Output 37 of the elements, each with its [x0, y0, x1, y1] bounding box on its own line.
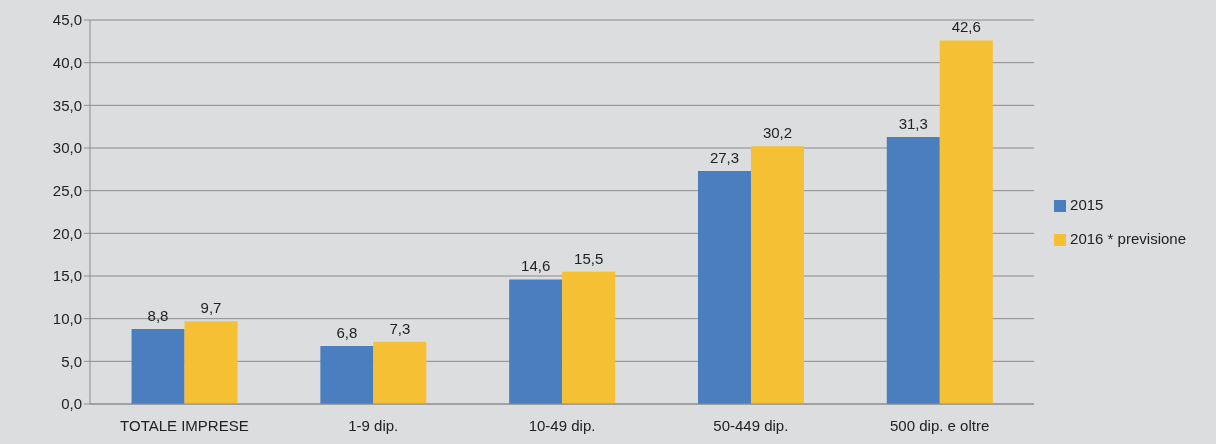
bar — [939, 40, 993, 404]
data-label: 15,5 — [574, 249, 604, 267]
y-tick-label: 0,0 — [61, 395, 82, 413]
data-label: 30,2 — [762, 124, 793, 142]
x-tick-label: 50-449 dip. — [713, 416, 789, 434]
bar — [562, 271, 616, 404]
y-tick-label: 30,0 — [52, 139, 82, 157]
data-label: 42,6 — [951, 18, 981, 36]
x-tick-label: 500 dip. e oltre — [890, 416, 990, 434]
x-tick-label: 1-9 dip. — [348, 416, 399, 434]
bar — [373, 341, 427, 404]
bar — [184, 321, 238, 404]
bar — [750, 146, 804, 404]
data-label: 8,8 — [147, 306, 169, 324]
data-label: 7,3 — [389, 319, 411, 337]
x-tick-label: 10-49 dip. — [528, 416, 596, 434]
bar — [131, 328, 185, 404]
y-tick-label: 20,0 — [52, 224, 82, 242]
bar — [509, 279, 563, 404]
y-tick-label: 5,0 — [61, 352, 82, 370]
y-tick-label: 45,0 — [52, 11, 82, 29]
data-label: 31,3 — [898, 114, 928, 132]
data-label: 9,7 — [200, 299, 222, 317]
legend-label: 2015 — [1070, 196, 1104, 213]
data-label: 14,6 — [521, 257, 551, 275]
y-tick-label: 35,0 — [52, 96, 82, 114]
data-label: 6,8 — [336, 323, 358, 341]
data-label: 27,3 — [709, 149, 740, 167]
bar — [697, 171, 751, 404]
y-tick-label: 25,0 — [52, 181, 82, 199]
y-tick-label: 15,0 — [52, 267, 82, 285]
bar — [886, 136, 940, 404]
x-tick-label: TOTALE IMPRESE — [120, 416, 249, 434]
y-tick-label: 10,0 — [52, 309, 82, 327]
legend-label: 2016 * previsione — [1070, 230, 1186, 247]
y-tick-label: 40,0 — [52, 53, 82, 71]
bar — [320, 345, 374, 404]
